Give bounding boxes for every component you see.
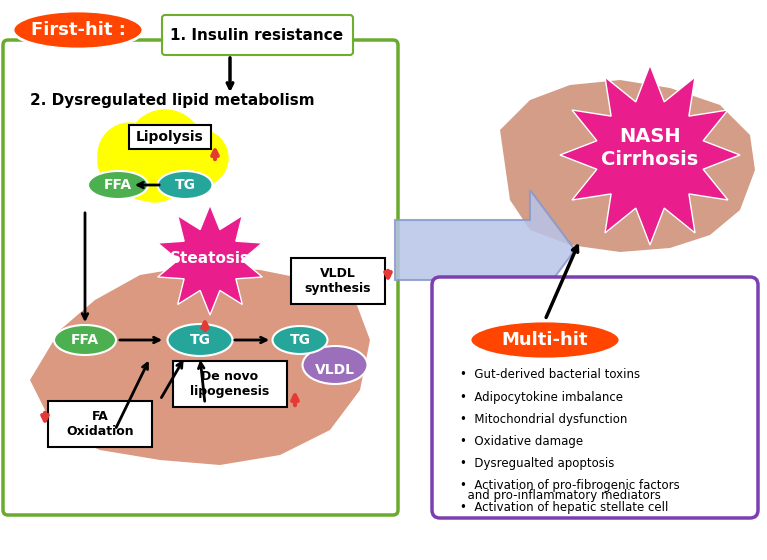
Circle shape xyxy=(127,110,203,186)
Text: •  Activation of hepatic stellate cell: • Activation of hepatic stellate cell xyxy=(460,501,668,514)
Ellipse shape xyxy=(272,326,328,354)
Text: and pro-inflammatory mediators: and pro-inflammatory mediators xyxy=(460,489,661,502)
Ellipse shape xyxy=(167,324,232,356)
FancyBboxPatch shape xyxy=(3,40,398,515)
Ellipse shape xyxy=(88,171,148,199)
Circle shape xyxy=(107,127,163,183)
Text: VLDL
synthesis: VLDL synthesis xyxy=(304,267,371,295)
Ellipse shape xyxy=(54,325,116,355)
Circle shape xyxy=(163,150,207,194)
FancyBboxPatch shape xyxy=(291,258,385,304)
FancyBboxPatch shape xyxy=(162,15,353,55)
Text: De novo
lipogenesis: De novo lipogenesis xyxy=(190,370,270,398)
Polygon shape xyxy=(560,65,740,245)
FancyBboxPatch shape xyxy=(129,125,211,149)
Text: •  Adipocytokine imbalance: • Adipocytokine imbalance xyxy=(460,390,623,404)
Circle shape xyxy=(98,140,142,184)
Text: First-hit :: First-hit : xyxy=(31,21,126,39)
Polygon shape xyxy=(395,190,575,310)
Ellipse shape xyxy=(13,11,143,49)
Text: VLDL: VLDL xyxy=(315,363,355,377)
Circle shape xyxy=(120,150,170,200)
FancyBboxPatch shape xyxy=(173,361,287,407)
Text: FA
Oxidation: FA Oxidation xyxy=(66,410,133,438)
Text: Lipolysis: Lipolysis xyxy=(136,130,204,144)
Polygon shape xyxy=(30,265,370,465)
Text: 1. Insulin resistance: 1. Insulin resistance xyxy=(170,27,344,43)
Circle shape xyxy=(123,138,187,202)
Circle shape xyxy=(172,130,228,186)
Text: •  Gut-derived bacterial toxins: • Gut-derived bacterial toxins xyxy=(460,368,640,381)
Text: NASH
Cirrhosis: NASH Cirrhosis xyxy=(601,127,699,169)
Ellipse shape xyxy=(157,171,212,199)
Text: •  Oxidative damage: • Oxidative damage xyxy=(460,435,583,447)
Text: •  Mitochondrial dysfunction: • Mitochondrial dysfunction xyxy=(460,413,627,426)
Text: TG: TG xyxy=(289,333,311,347)
Ellipse shape xyxy=(302,346,367,384)
Text: TG: TG xyxy=(175,178,196,192)
Polygon shape xyxy=(500,80,755,252)
Ellipse shape xyxy=(470,321,620,359)
Text: 2. Dysregulated lipid metabolism: 2. Dysregulated lipid metabolism xyxy=(30,92,314,108)
Circle shape xyxy=(168,138,212,182)
Text: •  Dysregualted apoptosis: • Dysregualted apoptosis xyxy=(460,456,614,469)
Text: •  Activation of pro-fibrogenic factors: • Activation of pro-fibrogenic factors xyxy=(460,478,680,492)
FancyBboxPatch shape xyxy=(48,401,152,447)
Text: Steatosis: Steatosis xyxy=(170,250,250,265)
Polygon shape xyxy=(158,205,262,315)
FancyBboxPatch shape xyxy=(432,277,758,518)
Circle shape xyxy=(98,123,162,187)
Text: TG: TG xyxy=(189,333,210,347)
Text: FFA: FFA xyxy=(104,178,132,192)
Circle shape xyxy=(140,122,200,182)
Text: Multi-hit: Multi-hit xyxy=(502,331,588,349)
Text: FFA: FFA xyxy=(71,333,99,347)
